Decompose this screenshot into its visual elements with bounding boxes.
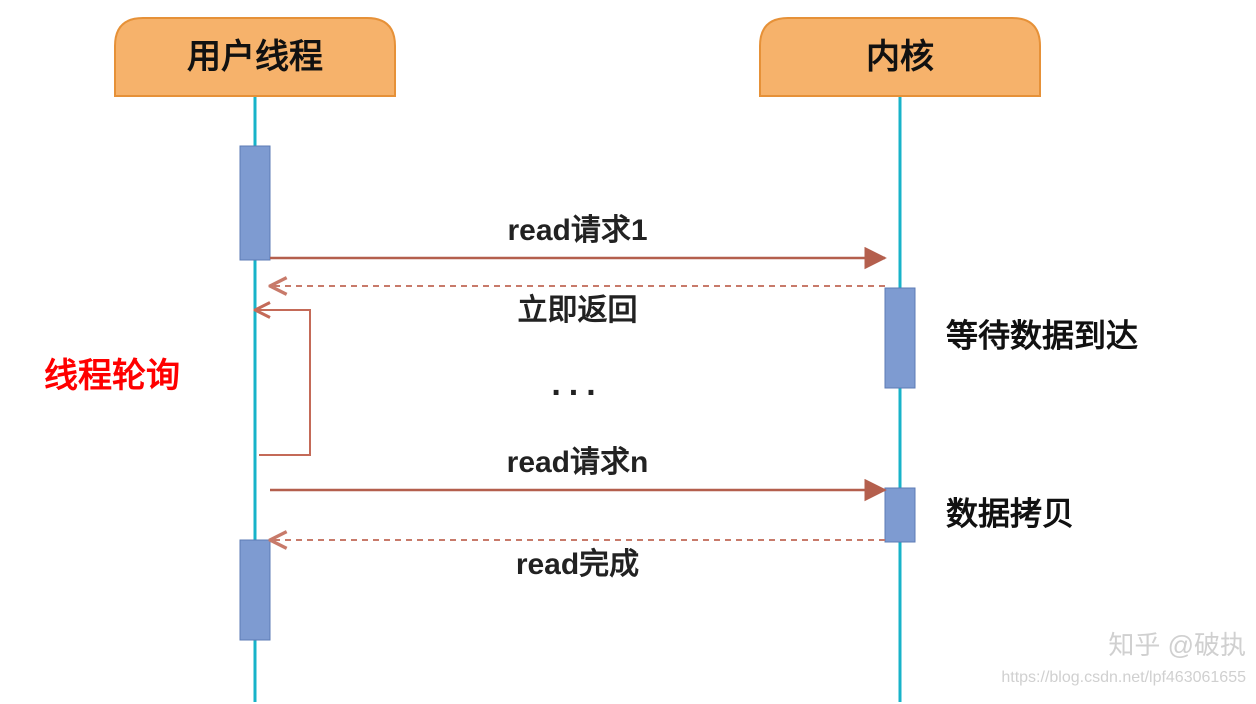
data-copy-label: 数据拷贝 xyxy=(946,495,1074,531)
msg-read-request-n-label: read请求n xyxy=(507,446,649,479)
watermark-line-1: 知乎 @破执 xyxy=(1108,630,1246,660)
msg-read-request-1-label: read请求1 xyxy=(507,214,647,247)
msg-return-immediate-label: 立即返回 xyxy=(518,293,638,327)
user-activation-2 xyxy=(240,540,270,640)
polling-label: 线程轮询 xyxy=(44,357,180,395)
kernel-activation-1 xyxy=(885,288,915,388)
polling-self-loop xyxy=(255,310,310,455)
watermark-line-2: https://blog.csdn.net/lpf463061655 xyxy=(1001,669,1246,686)
user-activation-1 xyxy=(240,146,270,260)
kernel-activation-2 xyxy=(885,488,915,542)
user-actor-label: 用户线程 xyxy=(187,38,323,76)
msg-read-complete-label: read完成 xyxy=(516,547,639,581)
wait-data-label: 等待数据到达 xyxy=(946,317,1138,353)
kernel-actor-label: 内核 xyxy=(866,38,934,76)
ellipsis-label: ... xyxy=(551,365,603,403)
